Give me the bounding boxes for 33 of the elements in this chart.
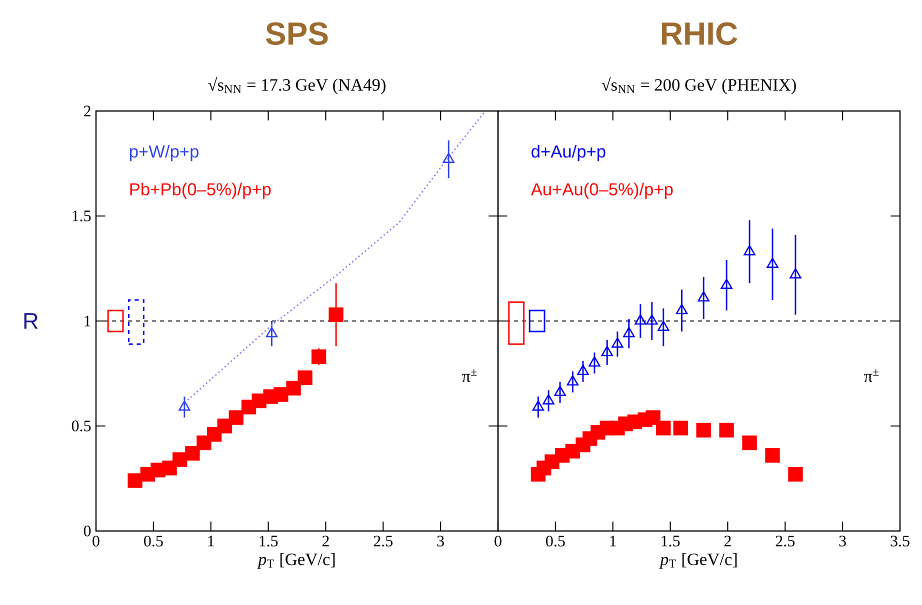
x-tick-label: 1.5 — [260, 536, 278, 546]
x-tick-label: 2.5 — [374, 536, 393, 547]
chart-subtitle: √s$_{NN}$ = 17.3 GeV (NA49) — [208, 76, 386, 94]
x-tick-label: 3 — [839, 536, 846, 546]
x-axis-title: p$_{T}$ [GeV/c] — [659, 553, 737, 569]
x-tick-label: 0 — [92, 536, 100, 546]
x-tick-label: 0.5 — [546, 536, 565, 547]
y-tick-label: 1.5 — [72, 210, 91, 222]
text: Pb+Pb(0–5%)/p+p — [130, 182, 271, 199]
x-tick-label: 0 — [494, 536, 502, 546]
text: p+W/p+p — [130, 144, 198, 162]
annotation: π$^{±}$ — [462, 369, 477, 382]
x-tick-label: 2 — [322, 536, 329, 546]
x-tick-label: 2 — [724, 536, 731, 546]
x-axis-title: p$_{T}$ [GeV/c] — [257, 553, 335, 569]
x-tick-label: 1 — [610, 536, 616, 546]
x-tick-label: 2.5 — [776, 536, 795, 547]
y-tick-label: 2 — [84, 106, 90, 116]
y-tick-label: 1 — [84, 316, 90, 326]
y-tick-label: 0 — [84, 526, 91, 536]
chart-title: RHIC — [662, 22, 738, 45]
x-tick-label: 1.5 — [662, 536, 680, 546]
chart-title: SPS — [266, 22, 328, 45]
text: d+Au/p+p — [532, 144, 606, 162]
annotation: π$^{±}$ — [864, 369, 879, 382]
y-axis-title: R — [24, 313, 38, 329]
x-tick-label: 1 — [208, 536, 214, 546]
chart-subtitle: √s$_{NN}$ = 200 GeV (PHENIX) — [602, 76, 796, 94]
y-tick-label: 0.5 — [72, 420, 91, 432]
x-tick-label: 3 — [437, 536, 444, 546]
text: Au+Au(0–5%)/p+p — [530, 182, 673, 199]
x-tick-label: 0.5 — [144, 536, 163, 547]
x-tick-label: 3.5 — [890, 536, 910, 547]
